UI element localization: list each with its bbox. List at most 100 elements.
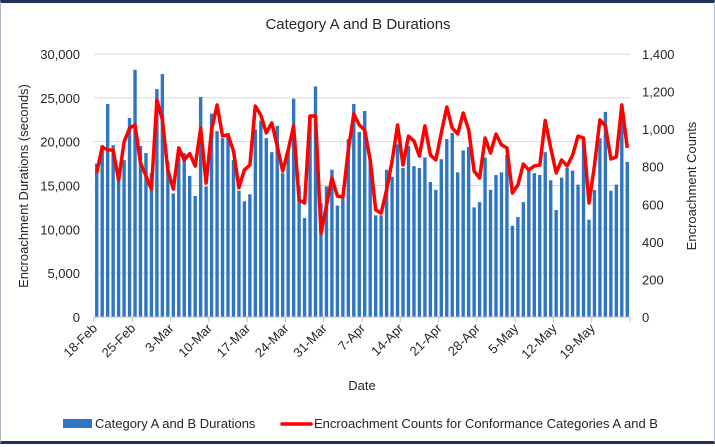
y-tick-label: 25,000 [40, 91, 80, 106]
bar [576, 184, 580, 317]
bar [532, 173, 536, 317]
y-tick-label: 5,000 [47, 266, 80, 281]
bar [412, 166, 416, 317]
x-tick-label: 25-Feb [99, 321, 139, 361]
bar [581, 139, 586, 317]
bar [516, 217, 520, 317]
x-tick-label: 21-Apr [406, 320, 445, 359]
bar [177, 147, 181, 317]
bar [324, 186, 329, 317]
bar [122, 160, 126, 317]
y2-tick-label: 1,200 [642, 85, 675, 100]
bar [286, 150, 290, 317]
bar [215, 131, 219, 317]
y-axis-title: Encroachment Durations (seconds) [16, 84, 31, 288]
x-tick-label: 28-Apr [445, 320, 484, 359]
bar [406, 146, 411, 317]
bar [352, 103, 356, 317]
y2-tick-label: 200 [642, 272, 664, 287]
bar [313, 86, 318, 317]
bar [111, 145, 115, 317]
bar [592, 189, 597, 317]
bar [291, 98, 296, 318]
bar [423, 157, 427, 317]
x-tick-label: 31-Mar [290, 320, 330, 360]
bar [198, 96, 203, 317]
bar [237, 190, 241, 317]
bar [253, 129, 258, 317]
bar [499, 172, 504, 317]
bar [598, 138, 602, 317]
bar [614, 184, 619, 317]
bar [521, 202, 526, 317]
bar [384, 169, 389, 317]
bar [188, 175, 192, 317]
bar [609, 190, 613, 317]
bar [280, 173, 285, 317]
bar [494, 174, 498, 317]
bar [302, 217, 307, 317]
bar [95, 163, 99, 317]
y2-tick-label: 1,400 [642, 47, 675, 62]
bar [373, 215, 378, 317]
bar [363, 110, 367, 317]
bar [538, 174, 542, 317]
bar [193, 196, 197, 317]
bar-series [95, 69, 629, 318]
bar [559, 177, 564, 317]
bar [264, 138, 268, 317]
bar [330, 169, 334, 317]
bar [548, 180, 553, 317]
x-tick-label: 14-Apr [368, 320, 407, 359]
legend-label-line: Encroachment Counts for Conformance Cate… [314, 416, 658, 431]
y-axis-right: 0 200 400 600 800 1,000 1,200 1,400 [642, 47, 675, 325]
y-tick-label: 20,000 [40, 135, 80, 150]
bar [149, 173, 154, 317]
bar [450, 132, 454, 317]
bar [204, 186, 208, 317]
chart-title: Category A and B Durations [265, 16, 450, 33]
bar [483, 157, 487, 317]
y2-axis-title: Encroachment Counts [684, 121, 699, 250]
line-series [94, 98, 630, 235]
bar [428, 181, 433, 317]
count-line [94, 98, 630, 235]
bar [543, 152, 547, 317]
x-tick-label: 12-May [518, 320, 560, 362]
bar [308, 116, 312, 317]
bar [155, 89, 159, 317]
bar [510, 225, 515, 317]
bar [226, 132, 230, 317]
bar [587, 219, 591, 317]
y-axis-left: 0 5,000 10,000 15,000 20,000 25,000 30,000 [40, 47, 80, 325]
bar [456, 172, 460, 317]
bar [220, 138, 225, 317]
bar [570, 170, 575, 317]
bar [116, 172, 121, 317]
bar [182, 153, 186, 317]
bar [133, 69, 137, 317]
bar [341, 198, 345, 317]
bar [100, 145, 104, 317]
bar [439, 159, 444, 317]
bar [565, 167, 569, 317]
legend-label-bars: Category A and B Durations [95, 416, 256, 431]
bar [138, 146, 143, 317]
y-tick-label: 15,000 [40, 179, 80, 194]
y2-tick-label: 1,000 [642, 122, 675, 137]
bar [357, 132, 361, 317]
y-tick-label: 10,000 [40, 222, 80, 237]
bar [335, 205, 340, 317]
x-tick-label: 19-May [557, 320, 599, 362]
bar [209, 113, 214, 317]
y2-tick-label: 400 [642, 235, 664, 250]
bar [127, 117, 132, 317]
bar [368, 160, 372, 317]
bar [417, 167, 422, 317]
bar [105, 103, 110, 317]
y-tick-label: 0 [73, 310, 80, 325]
x-tick-label: 5-May [485, 320, 521, 356]
